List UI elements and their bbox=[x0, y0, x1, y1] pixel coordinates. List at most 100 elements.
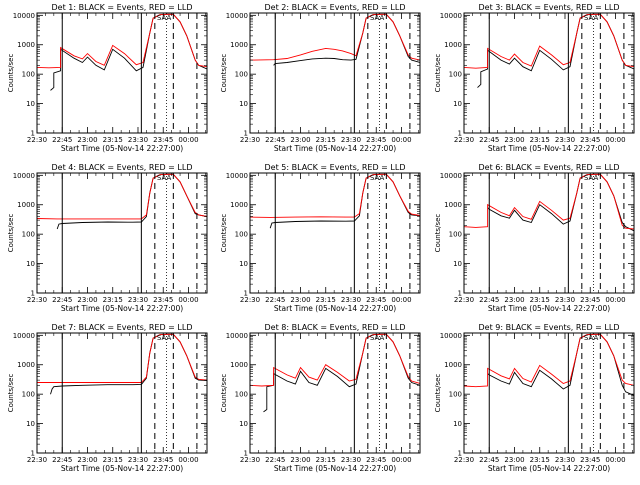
series-events bbox=[269, 173, 420, 229]
y-tick-label: 10000 bbox=[440, 332, 462, 340]
saa-label: SAA bbox=[584, 334, 599, 342]
x-axis-label: Start Time (05-Nov-14 22:27:00) bbox=[488, 464, 610, 473]
x-tick-label: 22:45 bbox=[479, 136, 499, 144]
series-lld bbox=[250, 333, 420, 387]
x-tick-label: 22:45 bbox=[265, 136, 285, 144]
plot-frame bbox=[463, 12, 635, 134]
saa-label: SAA bbox=[157, 14, 172, 22]
x-tick-label: 22:45 bbox=[52, 456, 72, 464]
x-tick-label: 00:00 bbox=[605, 136, 625, 144]
x-tick-label: 23:30 bbox=[341, 136, 361, 144]
x-tick-label: 23:30 bbox=[555, 136, 575, 144]
y-tick-label: 1000 bbox=[444, 41, 462, 49]
x-tick-label: 22:30 bbox=[454, 136, 474, 144]
y-tick-label: 10 bbox=[26, 420, 35, 428]
x-tick-label: 23:00 bbox=[77, 296, 97, 304]
saa-label: SAA bbox=[370, 334, 385, 342]
saa-label: SAA bbox=[584, 14, 599, 22]
x-tick-label: 22:30 bbox=[27, 136, 47, 144]
y-axis-label: Counts/sec bbox=[434, 214, 442, 253]
plot-frame bbox=[249, 172, 421, 294]
x-tick-label: 22:45 bbox=[265, 456, 285, 464]
y-tick-label: 10 bbox=[453, 420, 462, 428]
x-tick-label: 23:00 bbox=[77, 456, 97, 464]
x-tick-label: 22:45 bbox=[479, 296, 499, 304]
x-tick-label: 23:30 bbox=[128, 456, 148, 464]
panel-title: Det 6: BLACK = Events, RED = LLD bbox=[479, 163, 620, 172]
y-tick-label: 10000 bbox=[226, 332, 248, 340]
x-tick-label: 22:45 bbox=[265, 296, 285, 304]
y-tick-label: 10 bbox=[26, 100, 35, 108]
x-tick-label: 00:00 bbox=[178, 456, 198, 464]
y-tick-label: 1000 bbox=[17, 41, 35, 49]
panel-det-7: Det 7: BLACK = Events, RED = LLD SAA 1 10 10… bbox=[7, 323, 208, 473]
y-tick-label: 10000 bbox=[440, 12, 462, 20]
panel-det-3: Det 3: BLACK = Events, RED = LLD SAA 1 10 10… bbox=[434, 3, 635, 153]
y-axis-label: Counts/sec bbox=[220, 374, 228, 413]
y-axis-label: Counts/sec bbox=[7, 214, 15, 253]
x-axis-label: Start Time (05-Nov-14 22:27:00) bbox=[488, 144, 610, 153]
y-tick-label: 100 bbox=[449, 231, 462, 239]
x-tick-label: 23:45 bbox=[366, 136, 386, 144]
y-tick-label: 1 bbox=[31, 130, 35, 138]
y-tick-label: 1 bbox=[244, 290, 248, 298]
x-tick-label: 23:45 bbox=[153, 136, 173, 144]
x-tick-label: 23:45 bbox=[366, 456, 386, 464]
y-tick-label: 100 bbox=[22, 391, 35, 399]
y-tick-label: 1 bbox=[458, 290, 462, 298]
plot-frame bbox=[463, 332, 635, 454]
x-tick-label: 22:30 bbox=[27, 296, 47, 304]
y-tick-label: 10 bbox=[26, 260, 35, 268]
x-axis-label: Start Time (05-Nov-14 22:27:00) bbox=[488, 304, 610, 313]
panel-det-5: Det 5: BLACK = Events, RED = LLD SAA 1 10 10… bbox=[220, 163, 421, 313]
y-axis-label: Counts/sec bbox=[434, 54, 442, 93]
x-tick-label: 23:15 bbox=[103, 456, 123, 464]
y-axis-label: Counts/sec bbox=[220, 54, 228, 93]
x-tick-label: 23:15 bbox=[530, 136, 550, 144]
series-lld bbox=[464, 173, 634, 230]
y-tick-label: 1 bbox=[31, 290, 35, 298]
series-events bbox=[56, 173, 207, 230]
plot-frame bbox=[249, 332, 421, 454]
x-tick-label: 23:30 bbox=[341, 456, 361, 464]
x-tick-label: 00:00 bbox=[605, 296, 625, 304]
x-tick-label: 22:45 bbox=[52, 296, 72, 304]
panel-det-1: Det 1: BLACK = Events, RED = LLD SAA 1 10 10… bbox=[7, 3, 208, 153]
x-tick-label: 00:00 bbox=[605, 456, 625, 464]
y-tick-label: 10000 bbox=[226, 172, 248, 180]
y-tick-label: 1000 bbox=[230, 361, 248, 369]
x-tick-label: 23:30 bbox=[555, 296, 575, 304]
panel-det-4: Det 4: BLACK = Events, RED = LLD SAA 1 10 10… bbox=[7, 163, 208, 313]
x-tick-label: 23:00 bbox=[504, 456, 524, 464]
x-tick-label: 23:00 bbox=[504, 296, 524, 304]
y-tick-label: 100 bbox=[22, 231, 35, 239]
x-axis-label: Start Time (05-Nov-14 22:27:00) bbox=[61, 144, 183, 153]
series-lld bbox=[250, 13, 420, 61]
saa-label: SAA bbox=[370, 14, 385, 22]
y-tick-label: 1 bbox=[244, 450, 248, 458]
x-tick-label: 22:30 bbox=[27, 456, 47, 464]
series-events bbox=[263, 333, 420, 413]
x-tick-label: 23:30 bbox=[555, 456, 575, 464]
y-tick-label: 1000 bbox=[444, 361, 462, 369]
x-tick-label: 00:00 bbox=[391, 456, 411, 464]
y-tick-label: 10 bbox=[453, 260, 462, 268]
plot-frame bbox=[36, 172, 208, 294]
x-tick-label: 23:15 bbox=[530, 456, 550, 464]
panel-title: Det 8: BLACK = Events, RED = LLD bbox=[265, 323, 406, 332]
series-events bbox=[477, 13, 634, 88]
y-tick-label: 1 bbox=[31, 450, 35, 458]
y-tick-label: 10000 bbox=[13, 172, 35, 180]
series-lld bbox=[37, 13, 207, 69]
x-tick-label: 00:00 bbox=[178, 296, 198, 304]
y-axis-label: Counts/sec bbox=[220, 214, 228, 253]
y-tick-label: 100 bbox=[449, 391, 462, 399]
panel-det-6: Det 6: BLACK = Events, RED = LLD SAA 1 10 10… bbox=[434, 163, 635, 313]
y-tick-label: 10 bbox=[239, 100, 248, 108]
y-tick-label: 100 bbox=[235, 71, 248, 79]
x-tick-label: 00:00 bbox=[178, 136, 198, 144]
series-events bbox=[50, 13, 207, 91]
saa-label: SAA bbox=[584, 174, 599, 182]
series-events bbox=[273, 13, 420, 66]
x-axis-label: Start Time (05-Nov-14 22:27:00) bbox=[274, 144, 396, 153]
